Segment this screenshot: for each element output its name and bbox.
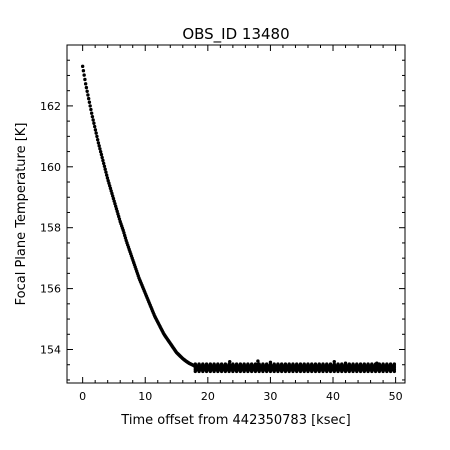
- data-point: [104, 173, 109, 177]
- plot-frame: [66, 44, 406, 384]
- data-point: [80, 64, 85, 69]
- data-point: [343, 363, 348, 368]
- data-point: [375, 363, 379, 368]
- data-point: [107, 181, 111, 185]
- data-point: [90, 114, 95, 119]
- data-point: [93, 128, 98, 132]
- data-point: [392, 362, 397, 366]
- data-point: [82, 73, 86, 77]
- data-point: [104, 170, 108, 174]
- data-point: [94, 131, 98, 135]
- data-point: [95, 134, 99, 139]
- x-tick-label: 10: [138, 390, 152, 403]
- data-point: [83, 82, 88, 86]
- data-point: [110, 194, 115, 198]
- data-point: [256, 362, 260, 367]
- x-tick-label: 40: [326, 390, 340, 403]
- data-point: [98, 150, 103, 154]
- data-point: [256, 359, 260, 363]
- x-tick-label: 50: [389, 390, 403, 403]
- data-point: [97, 144, 101, 148]
- data-point: [106, 178, 110, 183]
- x-axis: 0 10 20 30 40 50: [79, 45, 403, 403]
- data-point: [96, 141, 101, 145]
- data-point: [114, 204, 118, 208]
- data-point: [81, 69, 86, 73]
- data-point: [123, 233, 127, 238]
- data-point: [113, 202, 117, 206]
- data-point: [100, 155, 104, 160]
- data-point: [123, 236, 128, 240]
- data-point: [86, 96, 91, 101]
- x-axis-label: Time offset from 442350783 [ksec]: [120, 413, 350, 428]
- data-point: [86, 93, 90, 97]
- data-point: [112, 199, 116, 203]
- data-point: [228, 363, 232, 367]
- data-point: [92, 121, 96, 125]
- data-point: [87, 100, 92, 104]
- data-point: [89, 107, 93, 112]
- data-point: [332, 363, 336, 367]
- chart-title: OBS_ID 13480: [182, 25, 289, 44]
- data-point: [101, 158, 105, 163]
- data-point: [110, 191, 114, 196]
- y-tick-label: 162: [40, 100, 61, 113]
- data-point: [83, 77, 87, 82]
- data-points: [80, 64, 397, 374]
- y-axis-label: Focal Plane Temperature [K]: [14, 123, 29, 306]
- x-tick-label: 0: [79, 390, 86, 403]
- data-point: [92, 124, 97, 129]
- data-point: [99, 152, 104, 157]
- y-tick-label: 160: [40, 161, 61, 174]
- y-tick-label: 158: [40, 222, 61, 235]
- data-point: [111, 196, 116, 201]
- data-point: [91, 118, 95, 122]
- data-point: [268, 360, 273, 364]
- data-point: [84, 85, 89, 90]
- data-point: [116, 212, 120, 216]
- x-tick-label: 30: [263, 390, 277, 403]
- data-point: [114, 207, 119, 211]
- x-tick-label: 20: [201, 390, 215, 403]
- data-point: [107, 184, 112, 188]
- data-point: [268, 363, 273, 367]
- data-point: [101, 161, 106, 166]
- y-tick-label: 154: [40, 344, 61, 357]
- data-point: [95, 138, 100, 142]
- data-point: [117, 217, 122, 221]
- y-tick-label: 156: [40, 283, 61, 296]
- data-point: [102, 164, 107, 169]
- y-axis: 154 156 158 160 162: [40, 59, 405, 381]
- data-point: [332, 359, 336, 364]
- data-point: [103, 167, 107, 171]
- data-point: [122, 231, 126, 235]
- data-point: [228, 359, 232, 364]
- data-point: [109, 189, 113, 193]
- data-point: [89, 111, 94, 115]
- data-point: [105, 176, 110, 180]
- data-point: [115, 209, 119, 214]
- data-point: [85, 89, 89, 93]
- data-point: [117, 214, 121, 219]
- data-point: [98, 147, 102, 151]
- data-point: [108, 186, 113, 191]
- data-point: [88, 104, 92, 108]
